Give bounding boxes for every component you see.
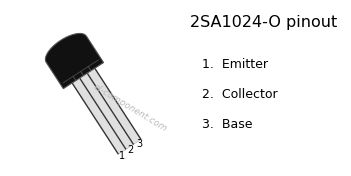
Text: el-component.com: el-component.com xyxy=(92,82,168,134)
Text: 3.  Base: 3. Base xyxy=(202,118,252,131)
Polygon shape xyxy=(45,33,104,89)
Text: 1: 1 xyxy=(119,151,125,161)
Text: 1.  Emitter: 1. Emitter xyxy=(202,58,268,71)
Text: 2SA1024-O pinout: 2SA1024-O pinout xyxy=(190,14,338,30)
Text: 3: 3 xyxy=(136,139,143,149)
Text: 2.  Collector: 2. Collector xyxy=(202,89,278,102)
Text: 2: 2 xyxy=(128,145,134,155)
